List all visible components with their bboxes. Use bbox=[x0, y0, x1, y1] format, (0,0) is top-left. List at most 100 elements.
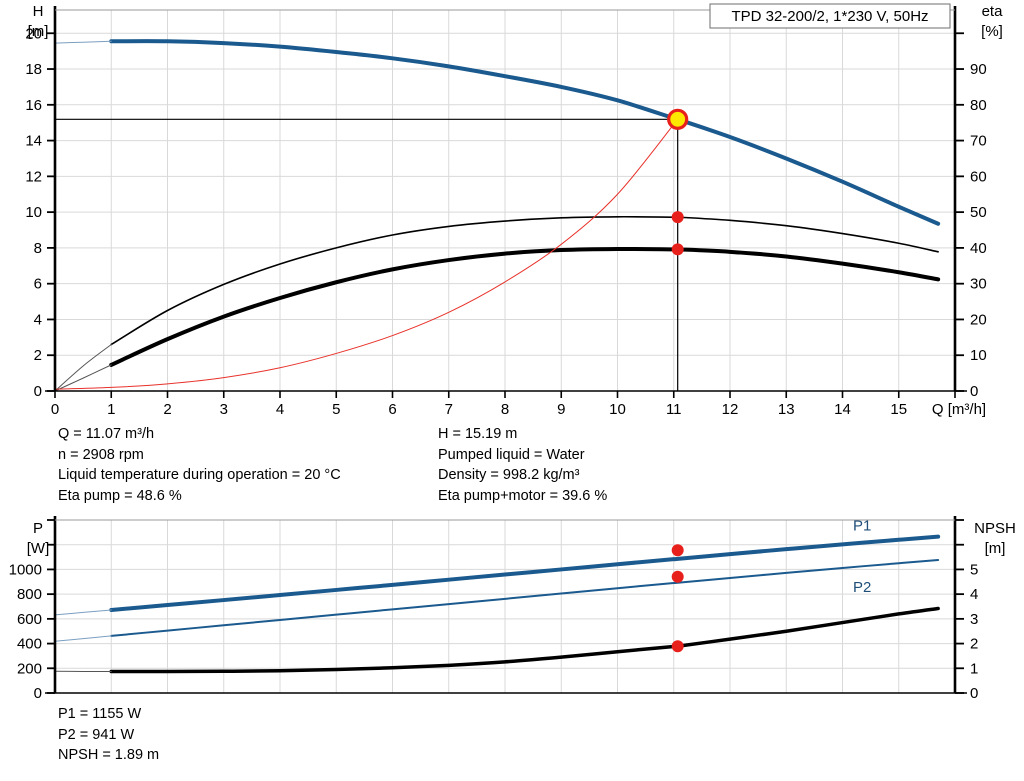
curve-eta-pump-extension-low-flow bbox=[54, 343, 112, 392]
curve-p1-extension-low-flow bbox=[54, 609, 112, 616]
top-info-right: H = 15.19 m Pumped liquid = Water Density … bbox=[438, 424, 607, 506]
top-info-left: Q = 11.07 m³/h n = 2908 rpm Liquid tempera… bbox=[58, 424, 341, 506]
power-info-line-1: P1 = 1155 W bbox=[58, 706, 142, 722]
bottom-right-tick-label: 5 bbox=[970, 561, 978, 578]
top-right-tick-label: 40 bbox=[970, 240, 987, 257]
top-right-tick-label: 50 bbox=[970, 204, 987, 221]
duty-info-left-line-4: Eta pump = 48.6 % bbox=[58, 487, 182, 504]
p2-curve-label: P2 bbox=[853, 579, 871, 596]
top-left-tick-label: 20 bbox=[25, 25, 42, 42]
curve-p2-extension-low-flow bbox=[54, 635, 112, 642]
duty-info-right-line-1: H = 15.19 m bbox=[438, 426, 518, 442]
top-left-tick-label: 16 bbox=[25, 97, 42, 114]
top-x-tick-label: 2 bbox=[163, 401, 171, 418]
top-x-tick-label: 3 bbox=[220, 401, 228, 418]
bottom-right-axis-title-line1: NPSH bbox=[974, 520, 1016, 537]
duty-info-left-line-2: n = 2908 rpm bbox=[58, 446, 144, 463]
top-x-tick-label: 6 bbox=[388, 401, 396, 418]
top-right-tick-label: 80 bbox=[970, 97, 987, 114]
bottom-left-tick-label: 0 bbox=[34, 685, 42, 702]
curve-npsh bbox=[109, 606, 940, 674]
top-x-tick-label: 14 bbox=[834, 401, 851, 418]
curve-p1 bbox=[109, 534, 941, 612]
top-left-tick-label: 8 bbox=[34, 240, 42, 257]
top-left-tick-label: 4 bbox=[34, 311, 42, 328]
top-right-tick-label: 20 bbox=[970, 311, 987, 328]
curve-system-resistance-curve bbox=[54, 118, 679, 390]
bottom-info: P1 = 1155 W P2 = 941 W NPSH = 1.89 m bbox=[58, 704, 159, 766]
top-x-tick-label: 4 bbox=[276, 401, 284, 418]
curve-eta-pump bbox=[110, 215, 939, 346]
power-info-line-3: NPSH = 1.89 m bbox=[58, 747, 160, 763]
bottom-left-tick-label: 400 bbox=[17, 636, 42, 653]
top-left-tick-label: 12 bbox=[25, 168, 42, 185]
bottom-curves bbox=[54, 534, 941, 674]
bottom-right-tick-label: 0 bbox=[970, 685, 978, 702]
curve-eta-pump-motor-extension-low-flow bbox=[54, 364, 112, 392]
top-x-tick-label: 5 bbox=[332, 401, 340, 418]
top-right-tick-label: 70 bbox=[970, 133, 987, 150]
p1-curve-label: P1 bbox=[853, 517, 871, 534]
top-left-tick-label: 10 bbox=[25, 204, 42, 221]
top-x-tick-label: 12 bbox=[722, 401, 739, 418]
bottom-left-tick-label: 600 bbox=[17, 611, 42, 628]
top-right-tick-label: 60 bbox=[970, 168, 987, 185]
top-right-tick-label: 30 bbox=[970, 276, 987, 293]
top-x-tick-label: 15 bbox=[890, 401, 907, 418]
curve-eta-pump-motor bbox=[109, 246, 941, 367]
top-x-tick-label: 8 bbox=[501, 401, 509, 418]
bottom-right-tick-label: 1 bbox=[970, 660, 978, 677]
top-left-axis-title-line1: H bbox=[33, 3, 44, 20]
top-left-tick-label: 18 bbox=[25, 61, 42, 78]
duty-info-left-line-3: Liquid temperature during operation = 20… bbox=[58, 467, 341, 483]
top-right-tick-label: 0 bbox=[970, 383, 978, 400]
bottom-left-tick-label: 800 bbox=[17, 586, 42, 603]
top-gridlines bbox=[55, 10, 956, 391]
top-left-tick-label: 14 bbox=[25, 133, 42, 150]
top-x-tick-label: 0 bbox=[51, 401, 59, 418]
duty-info-left-line-1: Q = 11.07 m³/h bbox=[58, 426, 155, 442]
duty-info-right-line-2: Pumped liquid = Water bbox=[438, 446, 585, 463]
bottom-left-tick-label: 1000 bbox=[9, 561, 42, 578]
bottom-right-tick-label: 3 bbox=[970, 611, 978, 628]
top-x-tick-label: 1 bbox=[107, 401, 115, 418]
bottom-left-axis-title-line1: P bbox=[33, 520, 43, 537]
top-left-axis-title-line2: [m] bbox=[28, 23, 49, 40]
pump-title-box bbox=[709, 3, 951, 29]
top-x-tick-label: 7 bbox=[445, 401, 453, 418]
p1-duty-dot bbox=[671, 544, 684, 557]
bottom-right-tick-label: 4 bbox=[970, 586, 978, 603]
eta-pump-motor-duty-dot bbox=[671, 243, 684, 256]
duty-point-marker[interactable] bbox=[667, 108, 689, 130]
npsh-duty-dot bbox=[671, 640, 684, 653]
top-left-tick-label: 0 bbox=[34, 383, 42, 400]
curve-head-h-duty-curve bbox=[109, 39, 941, 226]
curve-head-curve-extension-low-flow bbox=[54, 40, 112, 44]
top-x-tick-label: 11 bbox=[666, 401, 682, 418]
bottom-left-tick-label: 200 bbox=[17, 660, 42, 677]
duty-info-right-line-3: Density = 998.2 kg/m³ bbox=[438, 467, 580, 483]
bottom-right-tick-label: 2 bbox=[970, 636, 978, 653]
top-right-axis-title-line1: eta bbox=[982, 3, 1004, 20]
p2-duty-dot bbox=[671, 570, 684, 583]
top-x-tick-label: 9 bbox=[557, 401, 565, 418]
curve-p2 bbox=[110, 559, 940, 637]
top-right-axis-title-line2: [%] bbox=[981, 23, 1003, 40]
duty-info-right-line-4: Eta pump+motor = 39.6 % bbox=[438, 487, 608, 504]
top-x-tick-label: 13 bbox=[778, 401, 795, 418]
top-x-axis-title: Q [m³/h] bbox=[932, 401, 986, 418]
top-left-tick-label: 2 bbox=[34, 347, 42, 364]
power-npsh-chart: 0 200 400 600 800 1000 0 1 2 3 4 5 P [W] NPSH [m] P1 P2 bbox=[9, 516, 1016, 702]
top-x-tick-label: 10 bbox=[609, 401, 626, 418]
bottom-right-axis-title-line2: [m] bbox=[985, 540, 1006, 557]
top-right-tick-label: 10 bbox=[970, 347, 987, 364]
pump-title-label: TPD 32-200/2, 1*230 V, 50Hz bbox=[731, 8, 928, 25]
power-info-line-2: P2 = 941 W bbox=[58, 726, 135, 743]
top-left-tick-label: 6 bbox=[34, 276, 42, 293]
top-right-tick-label: 90 bbox=[970, 61, 987, 78]
bottom-left-axis-title-line2: [W] bbox=[27, 540, 50, 557]
eta-pump-duty-dot bbox=[671, 211, 684, 224]
